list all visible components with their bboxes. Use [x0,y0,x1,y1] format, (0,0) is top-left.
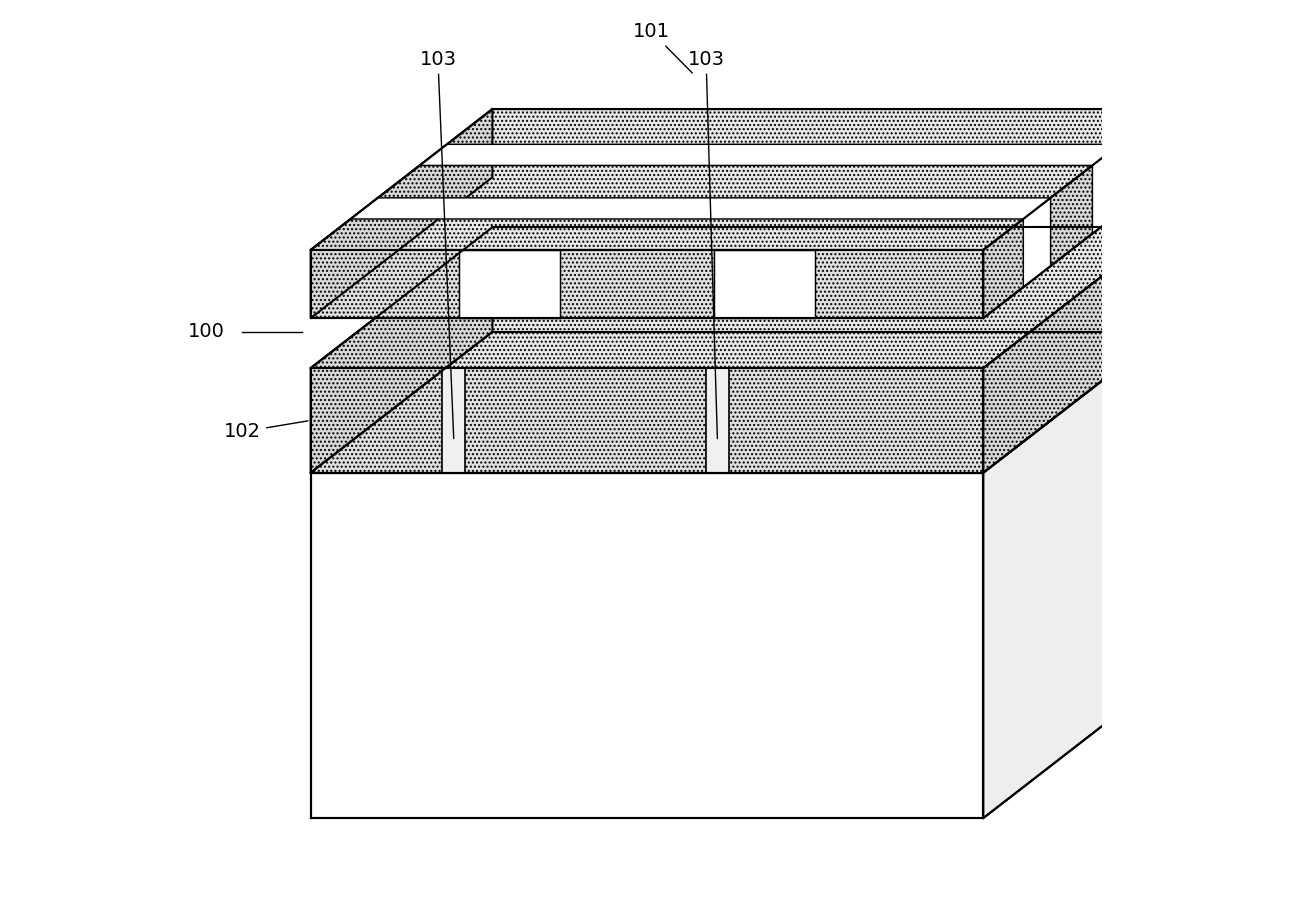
Polygon shape [983,109,1165,318]
Polygon shape [707,368,729,473]
Polygon shape [311,332,1165,473]
Polygon shape [714,250,815,318]
Text: 102: 102 [224,421,308,441]
Polygon shape [311,227,493,473]
Polygon shape [443,368,466,473]
Polygon shape [311,368,983,473]
Polygon shape [311,250,983,318]
Polygon shape [1092,145,1119,234]
Polygon shape [983,332,1165,818]
Text: 103: 103 [419,50,457,438]
Polygon shape [311,473,983,818]
Text: 101: 101 [633,23,692,73]
Text: 103: 103 [687,50,725,438]
Text: 100: 100 [188,323,224,341]
Polygon shape [311,109,493,318]
Polygon shape [1024,198,1051,287]
Polygon shape [458,250,559,318]
Polygon shape [419,145,1119,165]
Polygon shape [351,198,1051,219]
Polygon shape [983,227,1165,473]
Polygon shape [311,109,1165,250]
Polygon shape [311,227,1165,368]
